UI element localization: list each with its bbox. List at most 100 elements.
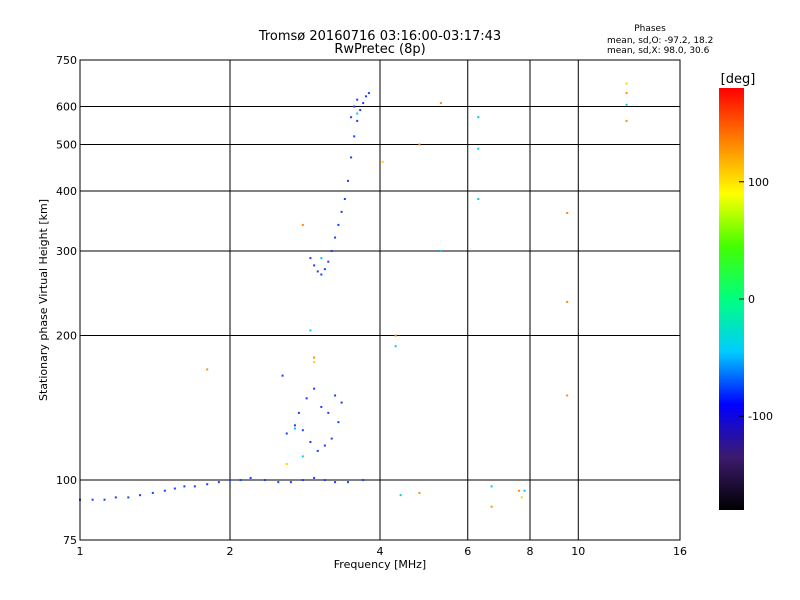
data-point [323,268,326,271]
data-point [309,441,312,444]
data-point [313,264,316,267]
y-tick-label: 400 [56,185,77,198]
data-point [309,257,312,260]
data-point [316,449,319,452]
data-point [353,135,356,138]
x-tick-labels: 1 2 4 6 8 10 16 [77,545,688,558]
data-point [517,489,520,492]
colorbar-tick-label: 0 [748,293,755,306]
data-point [206,368,209,371]
data-point [334,481,337,484]
data-point [293,427,296,430]
data-point [359,109,362,112]
data-point [127,496,130,499]
chart-title: Tromsø 20160716 03:16:00-03:17:43 [258,29,501,44]
y-axis-label: Stationary phase Virtual Height [km] [37,199,50,401]
data-point [625,103,628,106]
y-tick-labels: 75 100 200 300 400 500 600 750 [56,54,77,547]
data-point [320,273,323,276]
data-point [337,421,340,424]
data-points [79,82,628,508]
data-point [418,143,421,146]
data-point [394,334,397,337]
stats-line-x: mean, sd,X: 98.0, 30.6 [607,46,710,56]
y-tick-label: 750 [56,54,77,67]
data-point [239,479,242,482]
stats-heading: Phases [634,24,666,34]
data-point [193,485,196,488]
data-point [343,198,346,201]
data-point [356,119,359,122]
y-tick-label: 75 [63,534,77,547]
data-point [114,496,117,499]
data-point [301,223,304,226]
data-point [346,179,349,182]
data-point [103,498,106,501]
data-point [323,479,326,482]
data-point [353,105,356,108]
data-point [346,481,349,484]
data-point [313,356,316,359]
colorbar-label: [deg] [721,72,756,87]
data-point [163,489,166,492]
data-point [139,494,142,497]
data-point [381,160,384,163]
data-point [316,270,319,273]
x-tick-label: 4 [377,545,384,558]
chart-subtitle: RwPretec (8p) [334,42,425,57]
data-point [173,487,176,490]
data-point [625,82,628,85]
data-point [477,198,480,201]
data-point [217,481,220,484]
data-point [297,411,300,414]
x-tick-label: 2 [227,545,234,558]
y-tick-label: 300 [56,245,77,258]
data-point [277,481,280,484]
data-point [301,479,304,482]
data-point [249,476,252,479]
y-tick-label: 100 [56,474,77,487]
data-point [334,394,337,397]
data-point [183,485,186,488]
data-point [625,92,628,95]
data-point [309,329,312,332]
plot-frame [79,59,681,541]
data-point [566,212,569,215]
colorbar-tick-label: -100 [748,410,773,423]
data-point [313,476,316,479]
data-point [263,479,266,482]
colorbar-ticks: 100 0 -100 [739,176,773,423]
data-point [477,116,480,119]
data-point [394,345,397,348]
data-point [151,491,154,494]
data-point [301,429,304,432]
data-point [337,223,340,226]
data-point [490,485,493,488]
data-point [350,156,353,159]
data-point [229,479,231,482]
x-axis-label: Frequency [MHz] [334,558,426,571]
data-point [362,479,365,482]
data-point [566,394,569,397]
data-point [490,505,493,508]
x-tick-label: 8 [527,545,534,558]
x-tick-label: 1 [77,545,84,558]
data-point [330,437,333,440]
data-point [340,401,343,404]
data-point [285,432,288,435]
data-point [334,236,337,239]
data-point [313,361,316,364]
y-tick-label: 500 [56,139,77,152]
y-tick-label: 600 [56,101,77,114]
data-point [523,489,526,492]
data-point [289,481,292,484]
data-point [285,462,288,465]
chart-grid [80,60,680,540]
data-point [350,116,353,119]
data-point [356,98,359,101]
stats-line-o: mean, sd,O: -97.2, 18.2 [607,36,713,46]
data-point [365,95,368,98]
data-point [356,112,359,115]
data-point [520,496,523,499]
